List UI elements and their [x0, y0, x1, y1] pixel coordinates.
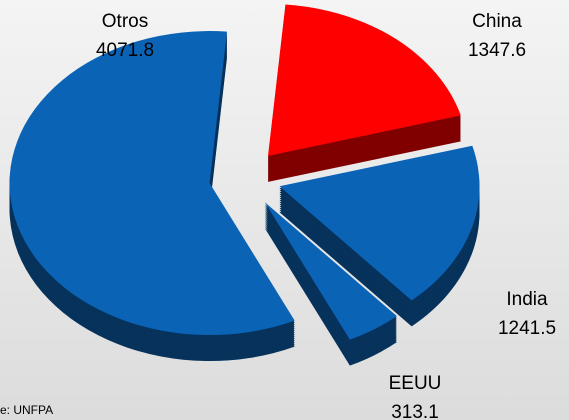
slice — [264, 202, 397, 340]
source-note: e: UNFPA — [0, 403, 53, 417]
pie — [9, 4, 480, 366]
slice — [268, 4, 461, 156]
value-label: 1347.6 — [468, 40, 526, 61]
slice-label: Otros — [102, 11, 148, 32]
slice-label: China — [472, 11, 522, 32]
slice-label: EEUU — [389, 373, 442, 394]
value-label: 1241.5 — [498, 318, 556, 339]
value-label: 4071.8 — [96, 40, 154, 61]
value-label: 313.1 — [391, 402, 439, 420]
slice — [9, 31, 295, 336]
slice — [279, 145, 480, 301]
slice-label: India — [506, 289, 548, 310]
